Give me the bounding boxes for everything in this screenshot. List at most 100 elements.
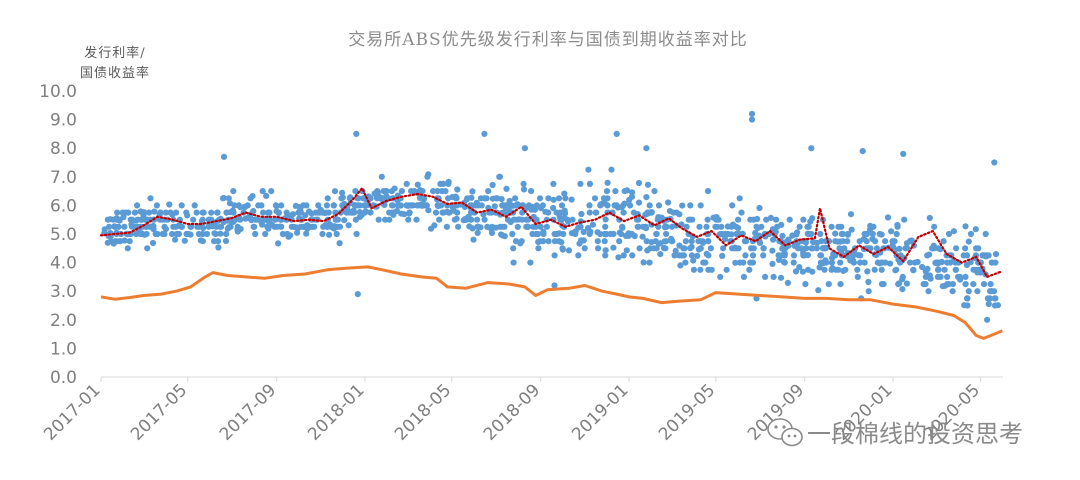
scatter-point [493,195,500,202]
scatter-point [361,202,368,209]
scatter-point [837,281,844,288]
scatter-point [183,230,190,238]
scatter-point [197,237,204,244]
scatter-point [950,228,958,235]
scatter-point [258,202,265,209]
scatter-point [480,211,487,218]
scatter-point [440,209,447,216]
scatter-point [530,213,537,220]
scatter-point [540,238,547,245]
scatter-point [263,192,270,199]
scatter-point [481,130,488,137]
scatter-point [417,187,424,194]
scatter-point [844,230,852,238]
scatter-point [106,223,113,230]
scatter-point [138,216,145,223]
y-tick-label: 9.0 [50,111,77,131]
scatter-point [803,245,810,252]
scatter-point [561,207,568,214]
scatter-point [275,209,282,216]
scatter-point [848,226,855,233]
scatter-point [509,230,516,238]
scatter-point [178,202,185,209]
scatter-point [230,188,237,195]
scatter-point [721,235,729,243]
scatter-point [952,266,959,273]
scatter-point [784,279,792,286]
scatter-point [884,214,892,221]
scatter-point [992,259,999,266]
scatter-point [878,266,885,273]
scatter-point [489,181,496,189]
scatter-point [760,252,767,259]
scatter-point [673,209,680,216]
scatter-point [151,208,158,215]
scatter-point [119,209,126,216]
scatter-point [289,211,297,218]
scatter-point [161,230,168,238]
scatter-point [591,195,599,202]
scatter-point [317,206,324,214]
y-axis-label-line-2: 国债收益率 [80,65,150,81]
y-tick-label: 5.0 [50,225,77,245]
scatter-point [816,264,823,271]
scatter-point [153,202,160,209]
scatter-point [786,216,793,223]
scatter-point [195,223,202,230]
scatter-point [248,217,255,224]
scatter-point [225,224,232,231]
scatter-point [200,209,207,216]
scatter-point [863,230,871,238]
scatter-point [602,223,609,230]
scatter-point [346,195,353,202]
scatter-point [470,236,477,243]
scatter-point [237,216,244,223]
scatter-point [383,188,390,195]
scatter-point [386,216,393,223]
scatter-point [628,230,636,238]
scatter-point [854,273,861,280]
scatter-point [870,223,877,230]
scatter-point [169,230,176,238]
scatter-point [736,195,743,202]
scatter-point [498,231,505,238]
scatter-point [974,288,981,295]
scatter-point [856,238,863,245]
scatter-point [857,259,864,266]
scatter-point [896,245,903,252]
scatter-points [101,110,1002,323]
scatter-point [844,238,851,245]
x-tick-label: 2018-05 [391,380,455,444]
scatter-point [629,189,636,196]
scatter-point [162,209,169,216]
scatter-point [790,252,798,259]
scatter-point [443,223,450,230]
scatter-point [778,221,785,228]
scatter-point [634,223,641,230]
scatter-point [354,291,361,298]
scatter-point [550,204,557,212]
scatter-point [375,216,382,223]
scatter-point [551,282,558,289]
scatter-point [748,116,756,123]
scatter-point [696,223,703,230]
scatter-point [556,230,563,237]
scatter-point [902,245,909,252]
scatter-point [231,202,238,209]
scatter-point [832,230,839,237]
scatter-point [266,216,273,223]
scatter-point [514,223,521,230]
scatter-point [690,266,698,273]
scatter-point [991,159,998,166]
scatter-point [891,238,898,245]
scatter-point [965,288,972,295]
scatter-point [521,145,529,152]
scatter-point [779,232,786,239]
scatter-point [953,245,960,252]
scatter-point [986,295,994,302]
scatter-point [555,195,563,202]
scatter-point [339,189,346,196]
scatter-point [717,230,724,238]
scatter-point [266,209,273,216]
scatter-point [807,218,814,225]
